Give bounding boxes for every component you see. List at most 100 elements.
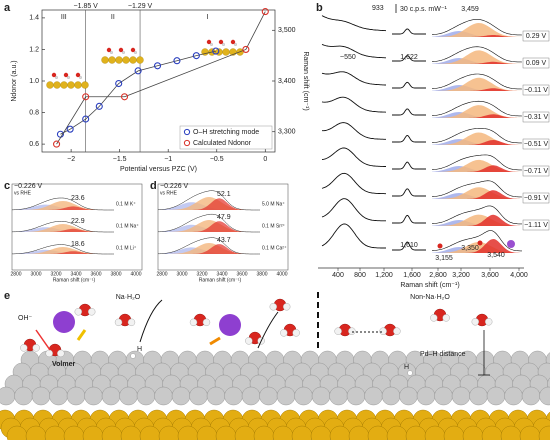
- series-line: [56, 11, 266, 145]
- electrolyte-label: 0.1 M Li⁺: [116, 245, 137, 251]
- atom-label: H: [404, 364, 409, 371]
- hydrogen-atom: [245, 337, 253, 345]
- metal-atom: [108, 56, 116, 64]
- surface-atom: [14, 386, 33, 406]
- data-point: [82, 115, 90, 123]
- region-divider-label: −1.85 V: [74, 3, 99, 10]
- spectrum-low: [321, 71, 386, 86]
- hydrogen-atom: [45, 349, 53, 358]
- metal-atom: [67, 81, 75, 89]
- arrow: [35, 329, 51, 351]
- surface-atom: [434, 386, 453, 406]
- area-label: 18.6: [71, 241, 85, 248]
- surface-atom: [346, 386, 366, 406]
- x-axis-label: Raman shift (cm⁻¹): [53, 277, 96, 283]
- potential-label: −0.226 V: [160, 183, 189, 190]
- data-point: [115, 79, 123, 88]
- surface-atom: [171, 386, 191, 406]
- potential-box: [522, 165, 550, 177]
- y-tick-label: 0.6: [29, 141, 39, 148]
- band-red: [432, 165, 522, 172]
- oxygen-atom: [218, 39, 224, 45]
- spectrum-mid: [392, 81, 426, 89]
- potential-label: −0.11 V: [524, 87, 548, 94]
- band-orange: [432, 23, 522, 37]
- data-point: [82, 93, 90, 101]
- na-ion: [219, 314, 241, 336]
- hydrogen-atom: [74, 308, 83, 316]
- spectrum: [12, 244, 114, 255]
- series-line: [60, 50, 216, 135]
- arrow: [139, 299, 163, 343]
- panel-label: c: [4, 180, 10, 192]
- plot-frame: [157, 183, 289, 271]
- surface-atom: [154, 386, 173, 406]
- data-point: [242, 45, 250, 53]
- y2-tick-label: 3,300: [278, 129, 296, 136]
- data-point: [192, 52, 200, 60]
- x-tick-label: 3,200: [452, 272, 470, 279]
- hydrogen-atom: [127, 318, 136, 327]
- surface-atom: [329, 386, 348, 406]
- adsorbed-h: [407, 370, 413, 376]
- surface-atom: [66, 386, 86, 406]
- region-divider-label: −1.29 V: [128, 3, 153, 10]
- surface-atom: [276, 386, 296, 406]
- peak-label: 1,610: [400, 242, 418, 249]
- area-label: 47.9: [217, 214, 231, 221]
- hydrogen-atom: [292, 329, 300, 337]
- band-blue: [158, 202, 260, 210]
- data-point: [120, 93, 129, 101]
- band-red: [432, 140, 522, 145]
- species-label: OH⁻: [18, 315, 33, 322]
- spectrum-high: [431, 128, 523, 144]
- band-orange: [158, 243, 260, 254]
- band-orange: [158, 197, 260, 210]
- potential-label: −0.51 V: [524, 141, 549, 148]
- oxygen-atom: [51, 72, 57, 78]
- legend-marker: [183, 128, 191, 136]
- spectrum-high: [431, 154, 523, 171]
- x-tick-label: 3400: [216, 271, 227, 277]
- reference-label: vs RHE: [160, 190, 178, 196]
- x-tick-label: 3200: [50, 271, 61, 277]
- band-red: [12, 206, 114, 210]
- spectrum-low: [321, 43, 386, 59]
- x-tick-label: −2: [67, 156, 75, 163]
- spectrum-low: [321, 172, 386, 195]
- peak-label: 3,155: [435, 255, 453, 262]
- data-point: [134, 67, 142, 75]
- metal-atom: [122, 56, 130, 64]
- data-point: [95, 102, 103, 110]
- y2-axis-label: Raman shift (cm⁻¹): [302, 51, 309, 110]
- surface-atom: [399, 386, 418, 406]
- metal-atom: [74, 81, 82, 89]
- electrolyte-label: 0.1 M K⁺: [116, 201, 136, 207]
- reference-label: vs RHE: [14, 190, 32, 196]
- hydrogen-atom: [210, 43, 213, 46]
- surface-atom: [294, 386, 313, 406]
- hydrogen-atom: [114, 318, 123, 327]
- x-axis-label: Potential versus PZC (V): [120, 166, 197, 173]
- surface-atom: [469, 386, 488, 406]
- spectrum-mid: [392, 108, 426, 116]
- surface-atom: [451, 386, 471, 406]
- y-tick-label: 1.0: [29, 78, 39, 85]
- x-tick-label: 4,000: [510, 272, 528, 279]
- section-title: Non-Na·H₂O: [410, 294, 450, 301]
- potential-label: 0.29 V: [526, 33, 547, 40]
- hydrogen-atom: [334, 327, 342, 335]
- step-label: Volmer: [52, 361, 75, 368]
- area-label: 43.7: [217, 237, 231, 244]
- oxygen-atom: [130, 47, 136, 53]
- data-point: [66, 125, 74, 133]
- oxygen-atom: [206, 39, 212, 45]
- electrolyte-label: 5.0 M Na⁺: [262, 201, 285, 207]
- band-orange: [12, 201, 114, 210]
- hydrogen-atom: [430, 314, 438, 322]
- surface-atom: [84, 386, 103, 406]
- hydrogen-atom: [79, 76, 82, 79]
- band-red: [432, 61, 522, 64]
- area-label: 52.1: [217, 191, 231, 198]
- panel-label: e: [4, 290, 10, 302]
